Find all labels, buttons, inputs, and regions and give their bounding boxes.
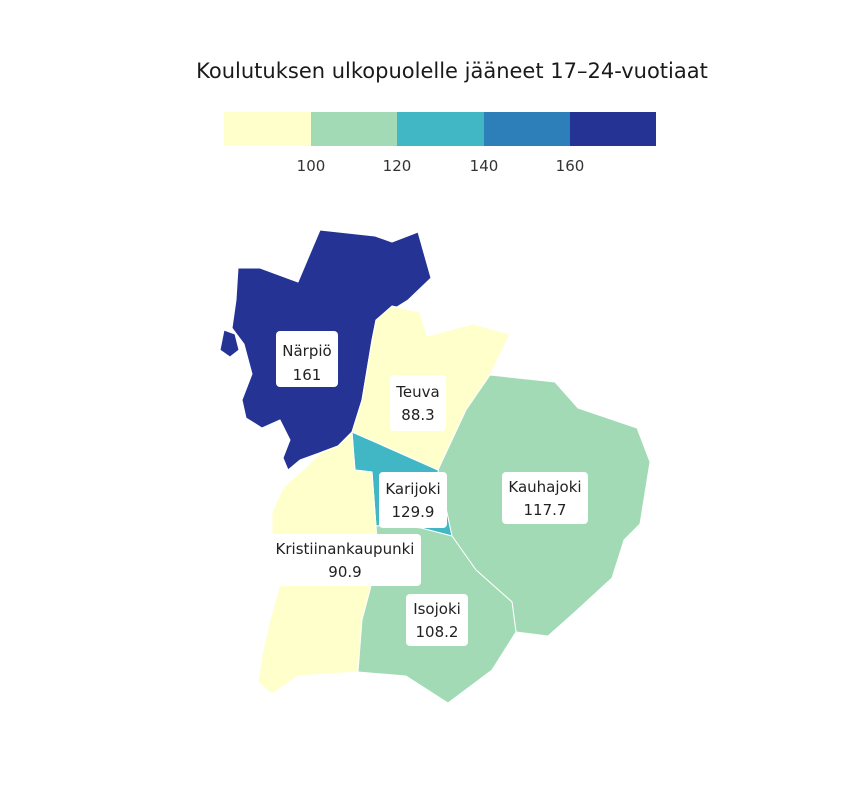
legend-tick: 120 xyxy=(383,157,412,175)
label-kristiinankaupunki: Kristiinankaupunki 90.9 xyxy=(269,534,421,586)
legend-tick: 100 xyxy=(297,157,326,175)
label-karijoki: Karijoki 129.9 xyxy=(379,472,447,528)
region-narpio-island[interactable] xyxy=(219,329,240,358)
region-name: Isojoki xyxy=(413,600,461,618)
legend-bin-5 xyxy=(570,112,656,146)
region-name: Karijoki xyxy=(385,480,440,498)
region-value: 129.9 xyxy=(392,503,435,521)
region-name: Kristiinankaupunki xyxy=(276,540,415,558)
region-value: 108.2 xyxy=(416,623,459,641)
map-title: Koulutuksen ulkopuolelle jääneet 17–24-v… xyxy=(196,59,708,83)
legend-bin-3 xyxy=(397,112,484,146)
legend-bin-2 xyxy=(311,112,397,146)
region-name: Teuva xyxy=(395,383,439,401)
label-teuva: Teuva 88.3 xyxy=(390,375,446,431)
region-value: 117.7 xyxy=(524,501,567,519)
region-name: Närpiö xyxy=(282,342,331,360)
region-value: 88.3 xyxy=(401,406,434,424)
label-narpio: Närpiö 161 xyxy=(276,331,338,387)
label-kauhajoki: Kauhajoki 117.7 xyxy=(502,472,588,524)
legend-bin-4 xyxy=(484,112,570,146)
legend-tick: 160 xyxy=(556,157,585,175)
label-isojoki: Isojoki 108.2 xyxy=(406,594,468,646)
region-value: 161 xyxy=(293,366,322,384)
region-name: Kauhajoki xyxy=(508,478,581,496)
legend-bin-1 xyxy=(224,112,311,146)
region-value: 90.9 xyxy=(328,563,361,581)
color-legend: 100 120 140 160 xyxy=(224,112,656,175)
legend-tick: 140 xyxy=(470,157,499,175)
